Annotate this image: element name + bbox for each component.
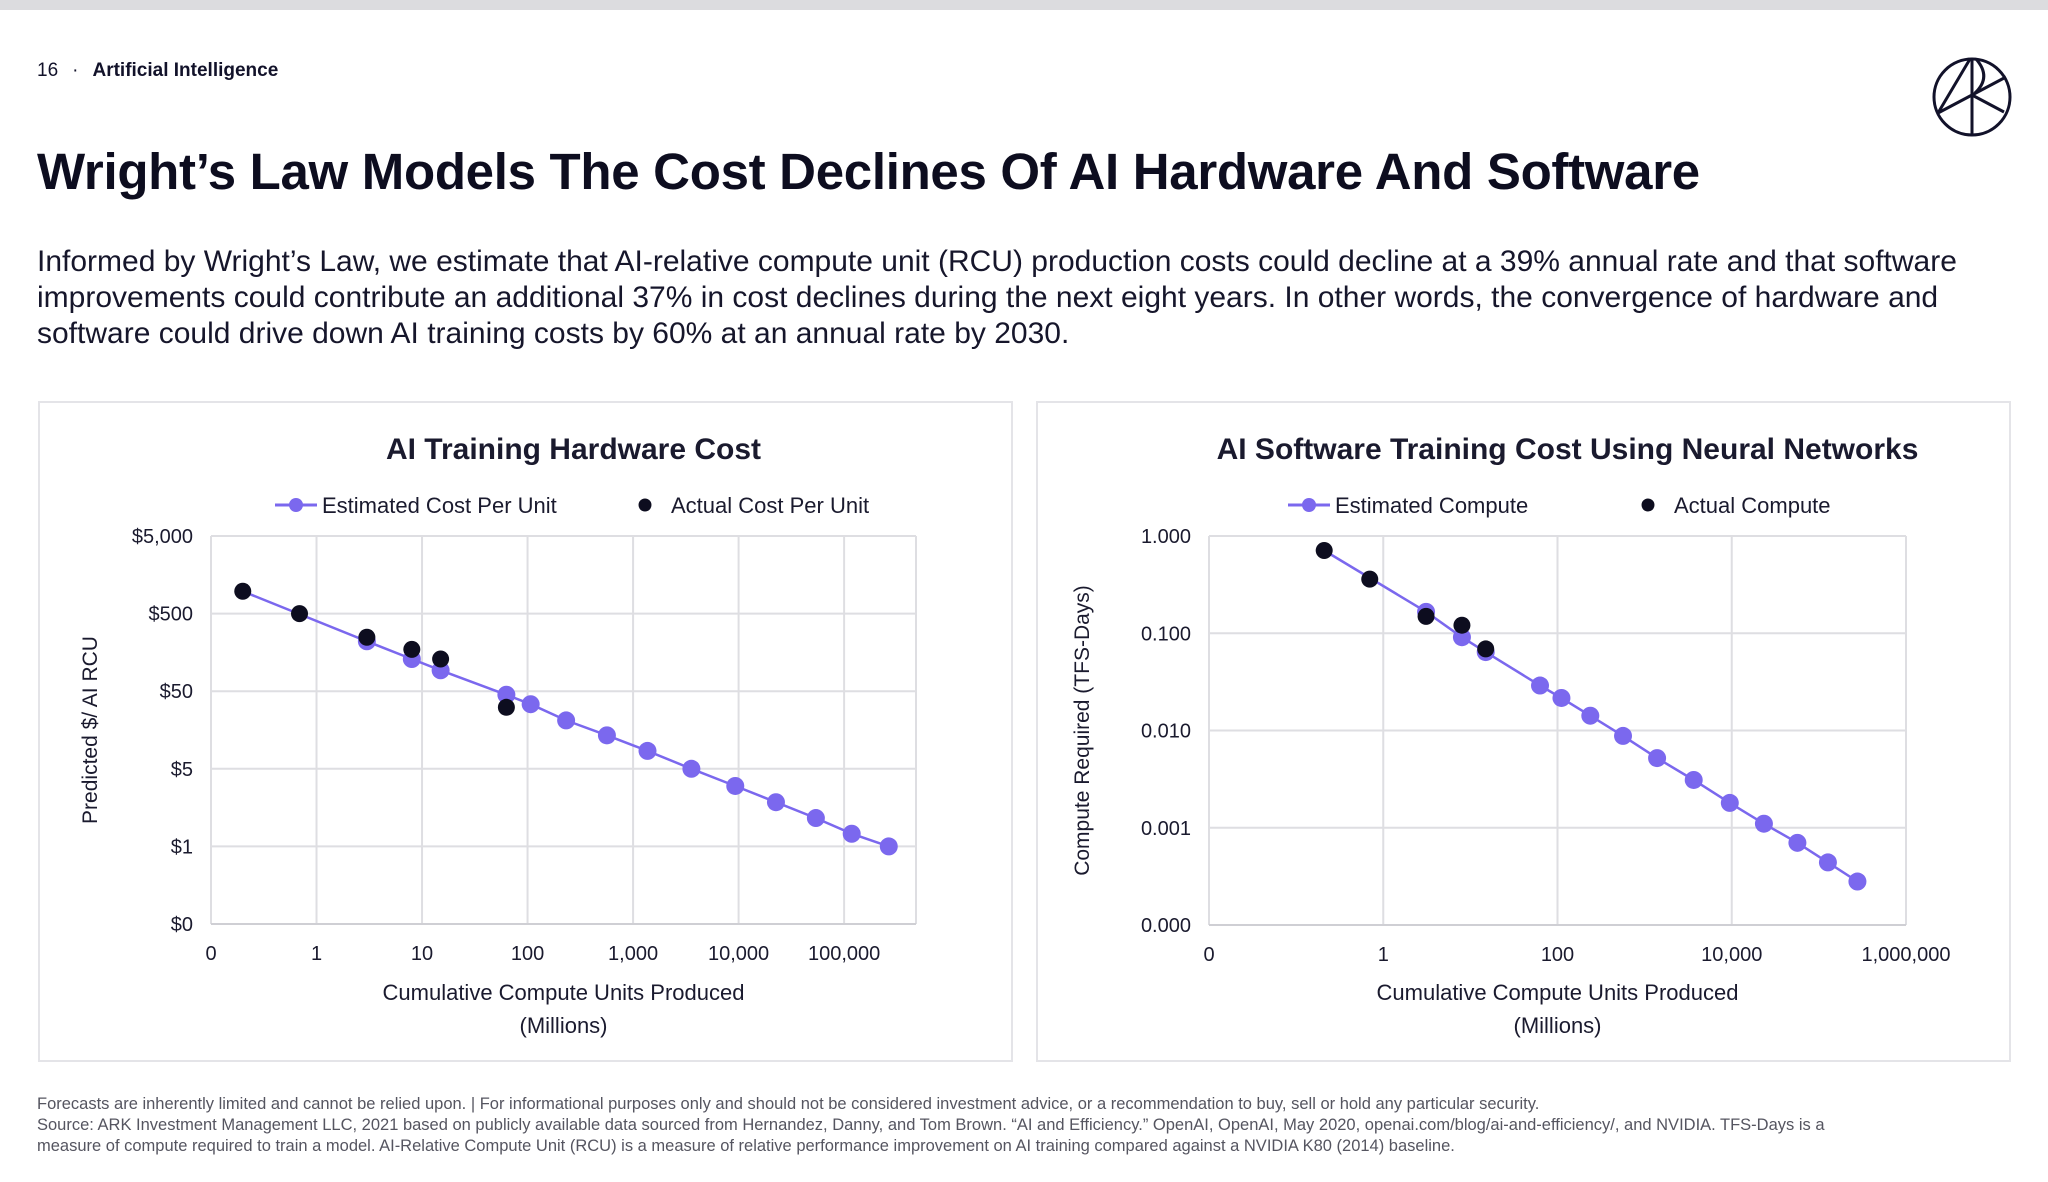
footer-line-1: Forecasts are inherently limited and can… (37, 1095, 1540, 1113)
estimated-data-point (1531, 676, 1550, 695)
y-tick-label: $0 (171, 914, 193, 936)
x-tick-label: 10,000 (1701, 944, 1762, 966)
estimated-data-point (521, 695, 540, 714)
x-tick-label: 0 (1203, 944, 1214, 966)
x-tick-label: 100 (511, 943, 544, 965)
y-tick-label: 0.000 (1141, 915, 1191, 937)
software-cost-chart-panel: AI Software Training Cost Using Neural N… (1036, 401, 2011, 1062)
x-axis-title-units: (Millions) (1514, 1013, 1602, 1038)
intro-paragraph: Informed by Wright’s Law, we estimate th… (37, 245, 1957, 350)
chart-title: AI Software Training Cost Using Neural N… (1217, 433, 1919, 466)
section-name: Artificial Intelligence (92, 60, 279, 81)
y-tick-label: $5,000 (132, 526, 193, 548)
actual-data-point (497, 698, 515, 716)
legend-estimated-label: Estimated Compute (1335, 493, 1528, 518)
estimated-data-point (1684, 770, 1703, 789)
actual-data-point (432, 650, 450, 668)
x-axis-title-units: (Millions) (520, 1013, 608, 1038)
legend-estimated-marker-icon (1302, 498, 1316, 512)
actual-data-point (403, 640, 421, 658)
footer-line-2: Source: ARK Investment Management LLC, 2… (37, 1116, 1825, 1134)
estimated-data-point (682, 759, 701, 778)
x-tick-label: 10,000 (708, 943, 769, 965)
x-tick-label: 100 (1541, 944, 1574, 966)
legend-actual-marker-icon (1641, 498, 1655, 512)
y-tick-label: $500 (149, 604, 194, 626)
y-tick-label: 0.001 (1141, 818, 1191, 840)
actual-data-point (1477, 640, 1495, 658)
hardware-cost-chart-panel: AI Training Hardware Cost $0 $1 $5 $50 $500 $5… (38, 401, 1013, 1062)
actual-data-point (291, 605, 309, 623)
y-axis-title: Predicted $/ AI RCU (79, 636, 102, 824)
x-tick-label: 1,000,000 (1862, 944, 1951, 966)
x-tick-label: 100,000 (808, 943, 880, 965)
x-tick-label: 1 (1378, 944, 1389, 966)
x-tick-label: 10 (411, 943, 433, 965)
actual-data-point (234, 582, 252, 600)
estimated-data-point (1720, 793, 1739, 812)
page-number: 16 (37, 60, 59, 81)
actual-data-point (1361, 570, 1379, 588)
legend-actual-marker-icon (638, 498, 652, 512)
estimated-data-point (1648, 749, 1667, 768)
x-axis-title: Cumulative Compute Units Produced (1377, 980, 1739, 1005)
estimated-data-point (1818, 853, 1837, 872)
legend-actual-label: Actual Compute (1674, 493, 1831, 518)
x-tick-label: 0 (205, 943, 216, 965)
y-tick-label: 1.000 (1141, 526, 1191, 548)
estimated-data-point (1754, 814, 1773, 833)
legend-estimated-label: Estimated Cost Per Unit (322, 493, 557, 518)
estimated-data-point (1452, 628, 1471, 647)
footer-line-3: measure of compute required to train a m… (37, 1137, 1455, 1155)
actual-data-point (358, 628, 376, 646)
page-title: Wright’s Law Models The Cost Declines Of… (37, 143, 1700, 200)
estimated-data-point (1552, 688, 1571, 707)
ark-logo-icon (1932, 57, 2012, 137)
estimated-data-point (1848, 872, 1867, 891)
header-separator: · (72, 60, 79, 81)
estimated-data-point (842, 824, 861, 843)
y-tick-label: 0.100 (1141, 623, 1191, 645)
y-tick-label: $1 (171, 836, 193, 858)
estimated-data-point (879, 837, 898, 856)
estimated-data-point (1788, 833, 1807, 852)
x-tick-label: 1 (311, 943, 322, 965)
y-axis-title: Compute Required (TFS-Days) (1071, 585, 1094, 876)
estimated-data-point (806, 809, 825, 828)
actual-data-point (1315, 541, 1333, 559)
estimated-data-point (638, 741, 657, 760)
y-tick-label: $50 (160, 681, 193, 703)
x-tick-label: 1,000 (608, 943, 658, 965)
hardware-cost-chart: AI Training Hardware Cost $0 $1 $5 $50 $500 $5… (79, 433, 917, 1038)
estimated-data-point (1581, 706, 1600, 725)
legend-actual-label: Actual Cost Per Unit (671, 493, 869, 518)
legend-estimated-marker-icon (289, 498, 303, 512)
estimated-data-point (557, 711, 576, 730)
actual-data-point (1453, 616, 1471, 634)
estimated-data-point (766, 793, 785, 812)
estimated-data-point (1614, 726, 1633, 745)
estimated-data-point (726, 776, 745, 795)
software-cost-chart: AI Software Training Cost Using Neural N… (1071, 433, 1951, 1038)
estimated-data-point (497, 685, 516, 704)
footer-disclaimer: Forecasts are inherently limited and can… (37, 1094, 2017, 1157)
page-header: 16 · Artificial Intelligence (37, 60, 278, 82)
top-bar (0, 0, 2048, 10)
chart-title: AI Training Hardware Cost (386, 433, 761, 466)
y-tick-label: $5 (171, 759, 193, 781)
actual-data-point (1417, 607, 1435, 625)
x-axis-title: Cumulative Compute Units Produced (383, 980, 745, 1005)
y-tick-label: 0.010 (1141, 721, 1191, 743)
estimated-data-point (597, 726, 616, 745)
